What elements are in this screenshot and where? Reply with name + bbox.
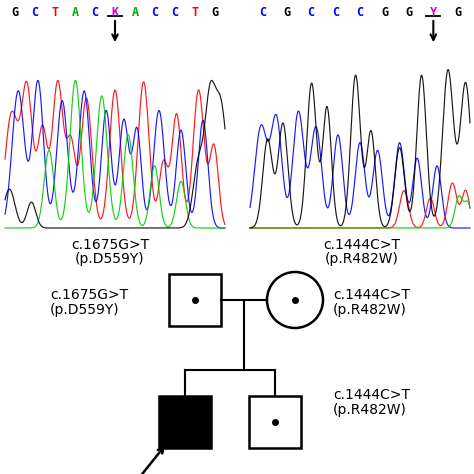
Text: K: K bbox=[111, 6, 118, 18]
Text: Y: Y bbox=[430, 6, 437, 18]
Text: c.1444C>T: c.1444C>T bbox=[333, 288, 410, 302]
Text: G: G bbox=[211, 6, 219, 18]
Text: A: A bbox=[131, 6, 138, 18]
Text: C: C bbox=[31, 6, 38, 18]
Circle shape bbox=[267, 272, 323, 328]
Text: C: C bbox=[151, 6, 159, 18]
Text: G: G bbox=[381, 6, 388, 18]
Text: (p.R482W): (p.R482W) bbox=[333, 303, 407, 317]
Text: c.1444C>T: c.1444C>T bbox=[323, 238, 401, 252]
Text: T: T bbox=[52, 6, 59, 18]
Text: G: G bbox=[11, 6, 18, 18]
Bar bbox=[159, 396, 211, 448]
Text: T: T bbox=[191, 6, 199, 18]
Bar bbox=[249, 396, 301, 448]
Text: C: C bbox=[91, 6, 99, 18]
Text: G: G bbox=[283, 6, 290, 18]
Text: C: C bbox=[172, 6, 179, 18]
Text: G: G bbox=[405, 6, 412, 18]
Text: C: C bbox=[356, 6, 364, 18]
Text: A: A bbox=[72, 6, 79, 18]
Text: C: C bbox=[332, 6, 339, 18]
Text: C: C bbox=[308, 6, 315, 18]
Text: (p.D559Y): (p.D559Y) bbox=[75, 252, 145, 266]
Text: c.1444C>T: c.1444C>T bbox=[333, 388, 410, 402]
Bar bbox=[169, 274, 221, 326]
Text: (p.D559Y): (p.D559Y) bbox=[50, 303, 119, 317]
Text: (p.R482W): (p.R482W) bbox=[325, 252, 399, 266]
Text: c.1675G>T: c.1675G>T bbox=[71, 238, 149, 252]
Text: C: C bbox=[259, 6, 266, 18]
Text: (p.R482W): (p.R482W) bbox=[333, 403, 407, 417]
Text: c.1675G>T: c.1675G>T bbox=[50, 288, 128, 302]
Text: G: G bbox=[454, 6, 461, 18]
